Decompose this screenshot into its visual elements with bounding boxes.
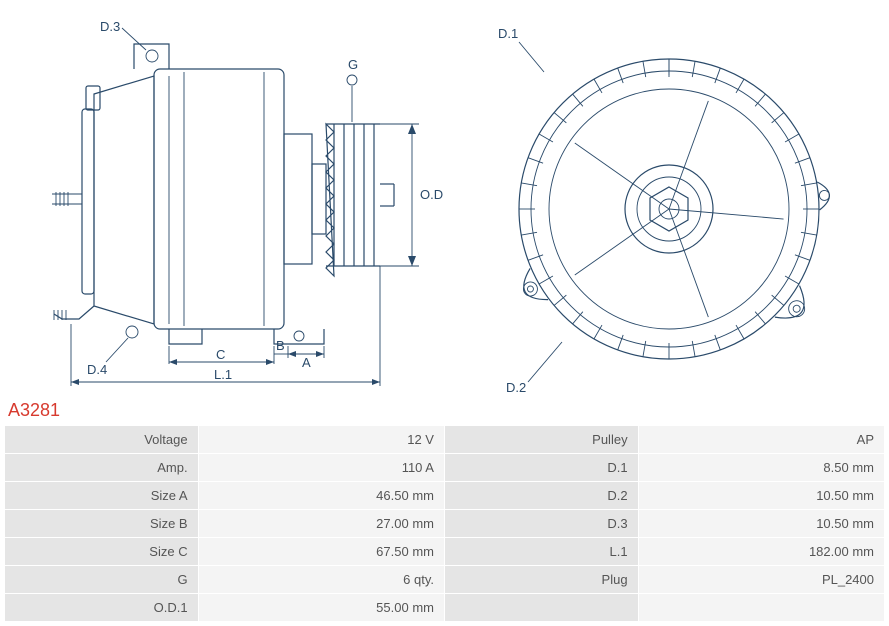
label-d4: D.4 <box>87 362 107 377</box>
spec-value: PL_2400 <box>638 566 884 594</box>
label-d1: D.1 <box>498 26 518 41</box>
spec-value: AP <box>638 426 884 454</box>
table-row: G 6 qty. Plug PL_2400 <box>5 566 885 594</box>
spec-label: D.3 <box>444 510 638 538</box>
label-d3: D.3 <box>100 19 120 34</box>
label-d2: D.2 <box>506 380 526 394</box>
spec-value: 10.50 mm <box>638 510 884 538</box>
label-b: B <box>276 338 285 353</box>
spec-value: 55.00 mm <box>198 594 444 622</box>
spec-value: 10.50 mm <box>638 482 884 510</box>
spec-label: Size A <box>5 482 199 510</box>
diagram-area: D.3 <box>4 4 885 394</box>
spec-label: Voltage <box>5 426 199 454</box>
spec-label: G <box>5 566 199 594</box>
table-row: Size A 46.50 mm D.2 10.50 mm <box>5 482 885 510</box>
spec-value: 182.00 mm <box>638 538 884 566</box>
spec-label: Plug <box>444 566 638 594</box>
spec-label: Pulley <box>444 426 638 454</box>
label-g: G <box>348 57 358 72</box>
spec-label: Size B <box>5 510 199 538</box>
table-row: Amp. 110 A D.1 8.50 mm <box>5 454 885 482</box>
spec-value: 110 A <box>198 454 444 482</box>
label-a: A <box>302 355 311 370</box>
table-row: Size C 67.50 mm L.1 182.00 mm <box>5 538 885 566</box>
side-view-diagram: D.3 <box>24 14 444 394</box>
table-row: Voltage 12 V Pulley AP <box>5 426 885 454</box>
spec-label: Size C <box>5 538 199 566</box>
spec-value <box>638 594 884 622</box>
label-l1: L.1 <box>214 367 232 382</box>
spec-label: O.D.1 <box>5 594 199 622</box>
spec-label: D.1 <box>444 454 638 482</box>
label-c: C <box>216 347 225 362</box>
spec-value: 27.00 mm <box>198 510 444 538</box>
spec-label <box>444 594 638 622</box>
spec-label: D.2 <box>444 482 638 510</box>
spec-value: 8.50 mm <box>638 454 884 482</box>
spec-value: 67.50 mm <box>198 538 444 566</box>
table-row: O.D.1 55.00 mm <box>5 594 885 622</box>
spec-label: Amp. <box>5 454 199 482</box>
spec-value: 12 V <box>198 426 444 454</box>
part-number: A3281 <box>4 394 885 425</box>
front-view-diagram: D.1 D.2 <box>484 14 865 394</box>
label-od1: O.D.1 <box>420 187 444 202</box>
table-row: Size B 27.00 mm D.3 10.50 mm <box>5 510 885 538</box>
spec-label: L.1 <box>444 538 638 566</box>
spec-table: Voltage 12 V Pulley AP Amp. 110 A D.1 8.… <box>4 425 885 622</box>
spec-value: 46.50 mm <box>198 482 444 510</box>
spec-value: 6 qty. <box>198 566 444 594</box>
